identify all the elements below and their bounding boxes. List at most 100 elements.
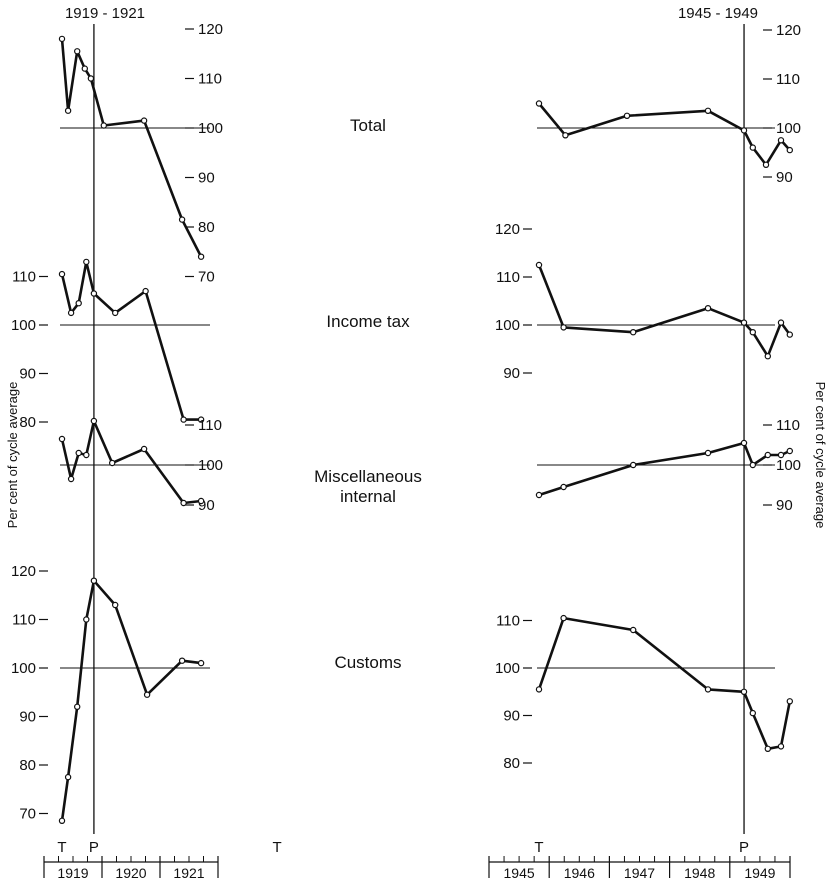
panel-0-series-1-point-0 [58,270,66,278]
panel-0-series-1-point-5 [111,309,119,317]
panel-0-series-2-point-3 [83,451,90,459]
panel-0-series-3-tick-label: 100 [11,660,36,677]
panel-1-series-1-line [537,264,791,358]
panel-1-series-1-point-3 [704,305,712,312]
panel-0-turn-marker-2: T [272,839,281,856]
panel-1-year-label: 1949 [744,865,775,881]
panel-0-series-3-point-6 [143,691,151,698]
panel-1-series-0-point-6 [762,161,770,168]
panel-0-series-2-point-8 [197,497,205,505]
panel-0-series-3-point-4 [90,577,98,584]
panel-0-series-0-point-3 [81,65,89,72]
panel-0-series-3-tick-label: 70 [19,806,36,823]
panel-1-series-1-point-4 [740,319,748,326]
panel-1-turn-marker-0: T [534,839,543,856]
panel-0-series-2-tick-label: 100 [198,457,223,474]
y-axis-label-right: Per cent of cycle average [813,382,828,529]
row-label-misc-internal-line: Miscellaneous [314,467,422,486]
panel-1-series-3-point-7 [777,743,785,750]
panel-1-series-2-point-1 [560,483,567,491]
panel-0-series-0-tick-label: 110 [198,71,222,88]
right-period-title: 1945 - 1949 [678,5,758,22]
panel-0-series-1-point-7 [180,416,187,423]
panel-1-series-0-point-4 [740,127,748,134]
panel-1-series-0-tick-label: 90 [776,169,793,186]
panel-0-series-0-point-1 [64,107,72,114]
panel-1-series-0-point-0 [535,100,543,107]
panel-1-series-1-tick-label: 110 [496,269,520,286]
panel-1-series-3-point-1 [560,614,567,622]
panel-0-turn-marker-0: T [57,839,66,856]
row-label-total: Total [350,116,386,135]
panel-1-year-label: 1945 [504,865,535,881]
panel-1-series-0-point-2 [623,112,631,120]
left-period-title: 1919 - 1921 [65,5,145,22]
panel-1-series-3-point-3 [704,686,712,693]
panel-1-series-3-line [537,616,792,751]
panel-1-series-3-tick-label: 80 [503,755,520,772]
panel-1-series-0-point-1 [562,132,569,139]
panel-1-series-3-tick-label: 110 [496,613,520,630]
panel-0-series-3-point-7 [178,657,186,664]
panel-1-series-2-line [538,441,791,497]
panel-1-series-1-tick-label: 90 [503,365,520,382]
panel-1-series-0-tick-label: 120 [776,22,801,39]
panel-1-year-label: 1948 [684,865,715,881]
panel-1-series-2-tick-label: 90 [776,497,793,514]
panel-0-series-3-point-2 [73,703,81,711]
panel-0-series-0-tick-label: 90 [198,170,215,187]
panel-0-series-3-line [60,579,202,821]
panel-1-series-0-tick-label: 100 [776,120,801,137]
panel-1-turn-marker-1: P [739,839,749,856]
panel-1-series-0-line [537,102,791,167]
panel-0-series-0-tick-label: 80 [198,219,215,236]
panel-1-year-label: 1946 [564,865,595,881]
panel-0-series-1-point-8 [197,416,205,423]
panel-1-series-3-tick-label: 90 [503,708,520,725]
panel-0-turn-marker-1: P [89,839,99,856]
panel-1-series-2-point-5 [749,461,757,469]
panel-0-series-0-tick-label: 120 [198,21,223,38]
row-label-customs: Customs [334,653,401,672]
panel-0-series-2-point-1 [67,475,75,483]
panel-0-series-0-point-2 [73,48,81,55]
panel-1-series-3-tick-label: 100 [495,660,520,677]
panel-1-series-1-tick-label: 120 [495,221,520,238]
panel-0-year-label: 1921 [173,865,204,881]
panel-0-series-2-point-7 [180,499,187,507]
panel-1-series-0-point-5 [749,144,757,151]
panel-1-series-2-tick-label: 100 [776,457,801,474]
panel-1-series-1-point-2 [630,329,637,336]
panel-0-series-3-tick-label: 110 [12,612,36,629]
panel-0-series-0-point-6 [140,117,148,124]
panel-1-series-0-point-8 [786,146,794,154]
panel-1-series-1-point-5 [749,329,757,336]
row-label-misc-internal-line: internal [340,487,396,506]
panel-0-series-0-line [60,38,203,258]
panel-1-series-2-tick-label: 110 [776,417,800,434]
panel-0-series-1-point-4 [90,290,98,297]
y-axis-label-left: Per cent of cycle average [5,382,20,529]
panel-0-series-3-point-1 [64,773,72,781]
panel-1-series-3-point-2 [630,626,637,634]
panel-1-series-3-point-0 [535,686,543,693]
panel-0-series-1-point-6 [142,287,149,295]
panel-1-series-1-point-6 [764,353,772,360]
panel-1-series-1-tick-label: 100 [495,317,520,334]
panel-0-series-2-point-2 [75,449,82,457]
panel-1-series-1-point-8 [786,331,794,338]
panel-1-series-3-point-8 [786,698,794,705]
panel-0-series-0-point-7 [178,216,186,223]
panel-0-series-0-point-4 [87,75,95,82]
panel-0-series-2-point-0 [58,435,66,443]
row-label-income-tax: Income tax [326,312,410,331]
panel-1-series-1-point-1 [560,324,567,331]
panel-0-year-label: 1919 [57,865,88,881]
panel-0-series-3-tick-label: 90 [19,709,36,726]
panel-0-series-1-point-1 [67,309,75,317]
panel-1-series-1-point-0 [535,261,543,269]
panel-1-series-2-point-7 [777,451,785,459]
panel-0-series-3-point-5 [111,601,119,609]
panel-0-series-3-point-8 [197,659,205,667]
